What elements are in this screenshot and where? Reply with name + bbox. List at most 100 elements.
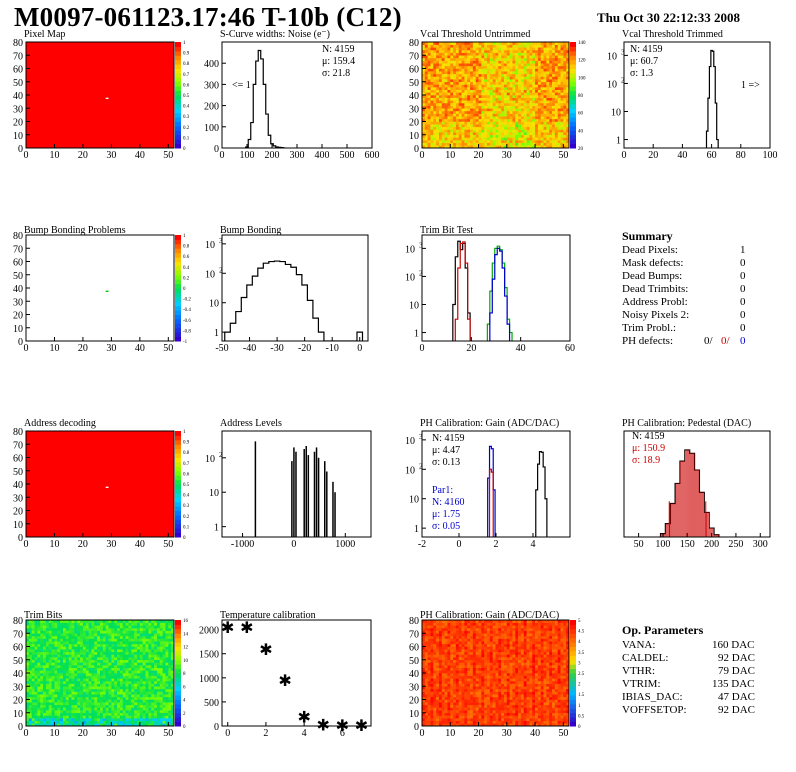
heatmap-cell <box>151 707 155 711</box>
heatmap-cell <box>438 63 443 67</box>
heatmap-cell <box>557 137 561 141</box>
heatmap-cell <box>509 65 513 69</box>
heatmap-cell <box>71 712 75 716</box>
heatmap-cell <box>57 667 61 671</box>
heatmap-cell <box>484 92 488 96</box>
trim_bits-ytick-label: 70 <box>13 629 23 640</box>
heatmap-cell <box>487 60 491 64</box>
address_decoding-palette-cell <box>175 435 181 441</box>
heatmap-cell <box>532 145 536 149</box>
heatmap-cell <box>422 651 426 655</box>
heatmap-cell <box>489 126 493 130</box>
heatmap-cell <box>436 76 440 80</box>
heatmap-cell <box>501 102 505 106</box>
heatmap-cell <box>495 55 499 59</box>
heatmap-cell <box>57 627 61 631</box>
heatmap-cell <box>134 649 138 653</box>
heatmap-cell <box>137 699 141 703</box>
heatmap-cell <box>438 137 443 141</box>
heatmap-cell <box>40 625 44 629</box>
heatmap-cell <box>159 651 163 655</box>
heatmap-cell <box>526 79 530 83</box>
heatmap-cell <box>128 680 132 684</box>
heatmap-cell <box>148 678 152 682</box>
heatmap-cell <box>481 126 485 130</box>
heatmap-cell <box>472 60 477 64</box>
heatmap-cell <box>60 659 64 663</box>
heatmap-cell <box>464 145 468 149</box>
heatmap-cell <box>74 720 78 724</box>
heatmap-cell <box>105 702 109 706</box>
heatmap-cell <box>470 89 474 93</box>
address_decoding-ytick-label: 70 <box>13 440 23 451</box>
heatmap-cell <box>506 108 510 112</box>
heatmap-cell <box>520 92 525 96</box>
heatmap-cell <box>424 102 428 106</box>
heatmap-cell <box>458 102 462 106</box>
trim_bits-palette-cell <box>175 664 181 670</box>
heatmap-cell <box>438 121 443 125</box>
heatmap-cell <box>523 63 527 67</box>
heatmap-cell <box>535 140 539 143</box>
address_decoding-xtick-label: 30 <box>106 539 116 550</box>
heatmap-cell <box>512 49 516 53</box>
heatmap-cell <box>453 97 457 101</box>
heatmap-cell <box>430 102 434 106</box>
heatmap-cell <box>560 145 564 149</box>
heatmap-cell <box>156 670 161 674</box>
heatmap-cell <box>168 635 172 639</box>
heatmap-cell <box>529 79 533 83</box>
heatmap-cell <box>125 638 129 642</box>
bump_problems-palette-cell <box>175 296 181 302</box>
heatmap-cell <box>105 662 109 666</box>
heatmap-cell <box>467 129 471 133</box>
heatmap-cell <box>80 627 84 631</box>
heatmap-cell <box>557 100 561 104</box>
heatmap-cell <box>137 633 141 637</box>
heatmap-cell <box>552 129 556 133</box>
heatmap-cell <box>438 113 443 117</box>
address_decoding-palette-cell <box>175 475 181 481</box>
heatmap-cell <box>48 667 52 671</box>
heatmap-cell <box>487 145 491 149</box>
heatmap-cell <box>139 633 143 637</box>
heatmap-cell <box>68 670 72 674</box>
heatmap-cell <box>557 55 561 59</box>
heatmap-cell <box>57 649 61 653</box>
trim_bit_test-ytick-label: 10 <box>405 272 415 283</box>
heatmap-cell <box>520 87 525 90</box>
heatmap-cell <box>37 670 41 674</box>
heatmap-cell <box>422 47 426 51</box>
heatmap-cell <box>168 667 172 671</box>
heatmap-cell <box>487 63 491 67</box>
heatmap-cell <box>111 707 115 711</box>
heatmap-cell <box>80 710 84 714</box>
heatmap-cell <box>501 140 505 143</box>
heatmap-cell <box>142 670 146 674</box>
heatmap-cell <box>119 678 124 682</box>
heatmap-cell <box>108 670 112 674</box>
heatmap-cell <box>40 651 44 655</box>
heatmap-cell <box>566 121 570 125</box>
heatmap-cell <box>549 79 553 83</box>
heatmap-cell <box>554 44 558 48</box>
bump_problems-palette-cell <box>175 252 181 258</box>
heatmap-cell <box>145 633 149 637</box>
heatmap-cell <box>464 100 468 104</box>
heatmap-cell <box>535 84 539 88</box>
heatmap-cell <box>441 63 445 67</box>
heatmap-cell <box>503 87 508 90</box>
heatmap-cell <box>433 126 437 130</box>
heatmap-cell <box>85 643 89 647</box>
heatmap-cell <box>131 667 135 671</box>
heatmap-cell <box>560 137 564 141</box>
heatmap-cell <box>557 76 561 80</box>
heatmap-cell <box>45 720 50 724</box>
heatmap-cell <box>512 145 516 149</box>
heatmap-cell <box>85 662 89 666</box>
heatmap-cell <box>543 95 547 98</box>
heatmap-cell <box>111 638 115 642</box>
heatmap-cell <box>526 129 530 133</box>
trim_bits-palette-label: 10 <box>183 659 189 664</box>
heatmap-cell <box>97 718 101 721</box>
